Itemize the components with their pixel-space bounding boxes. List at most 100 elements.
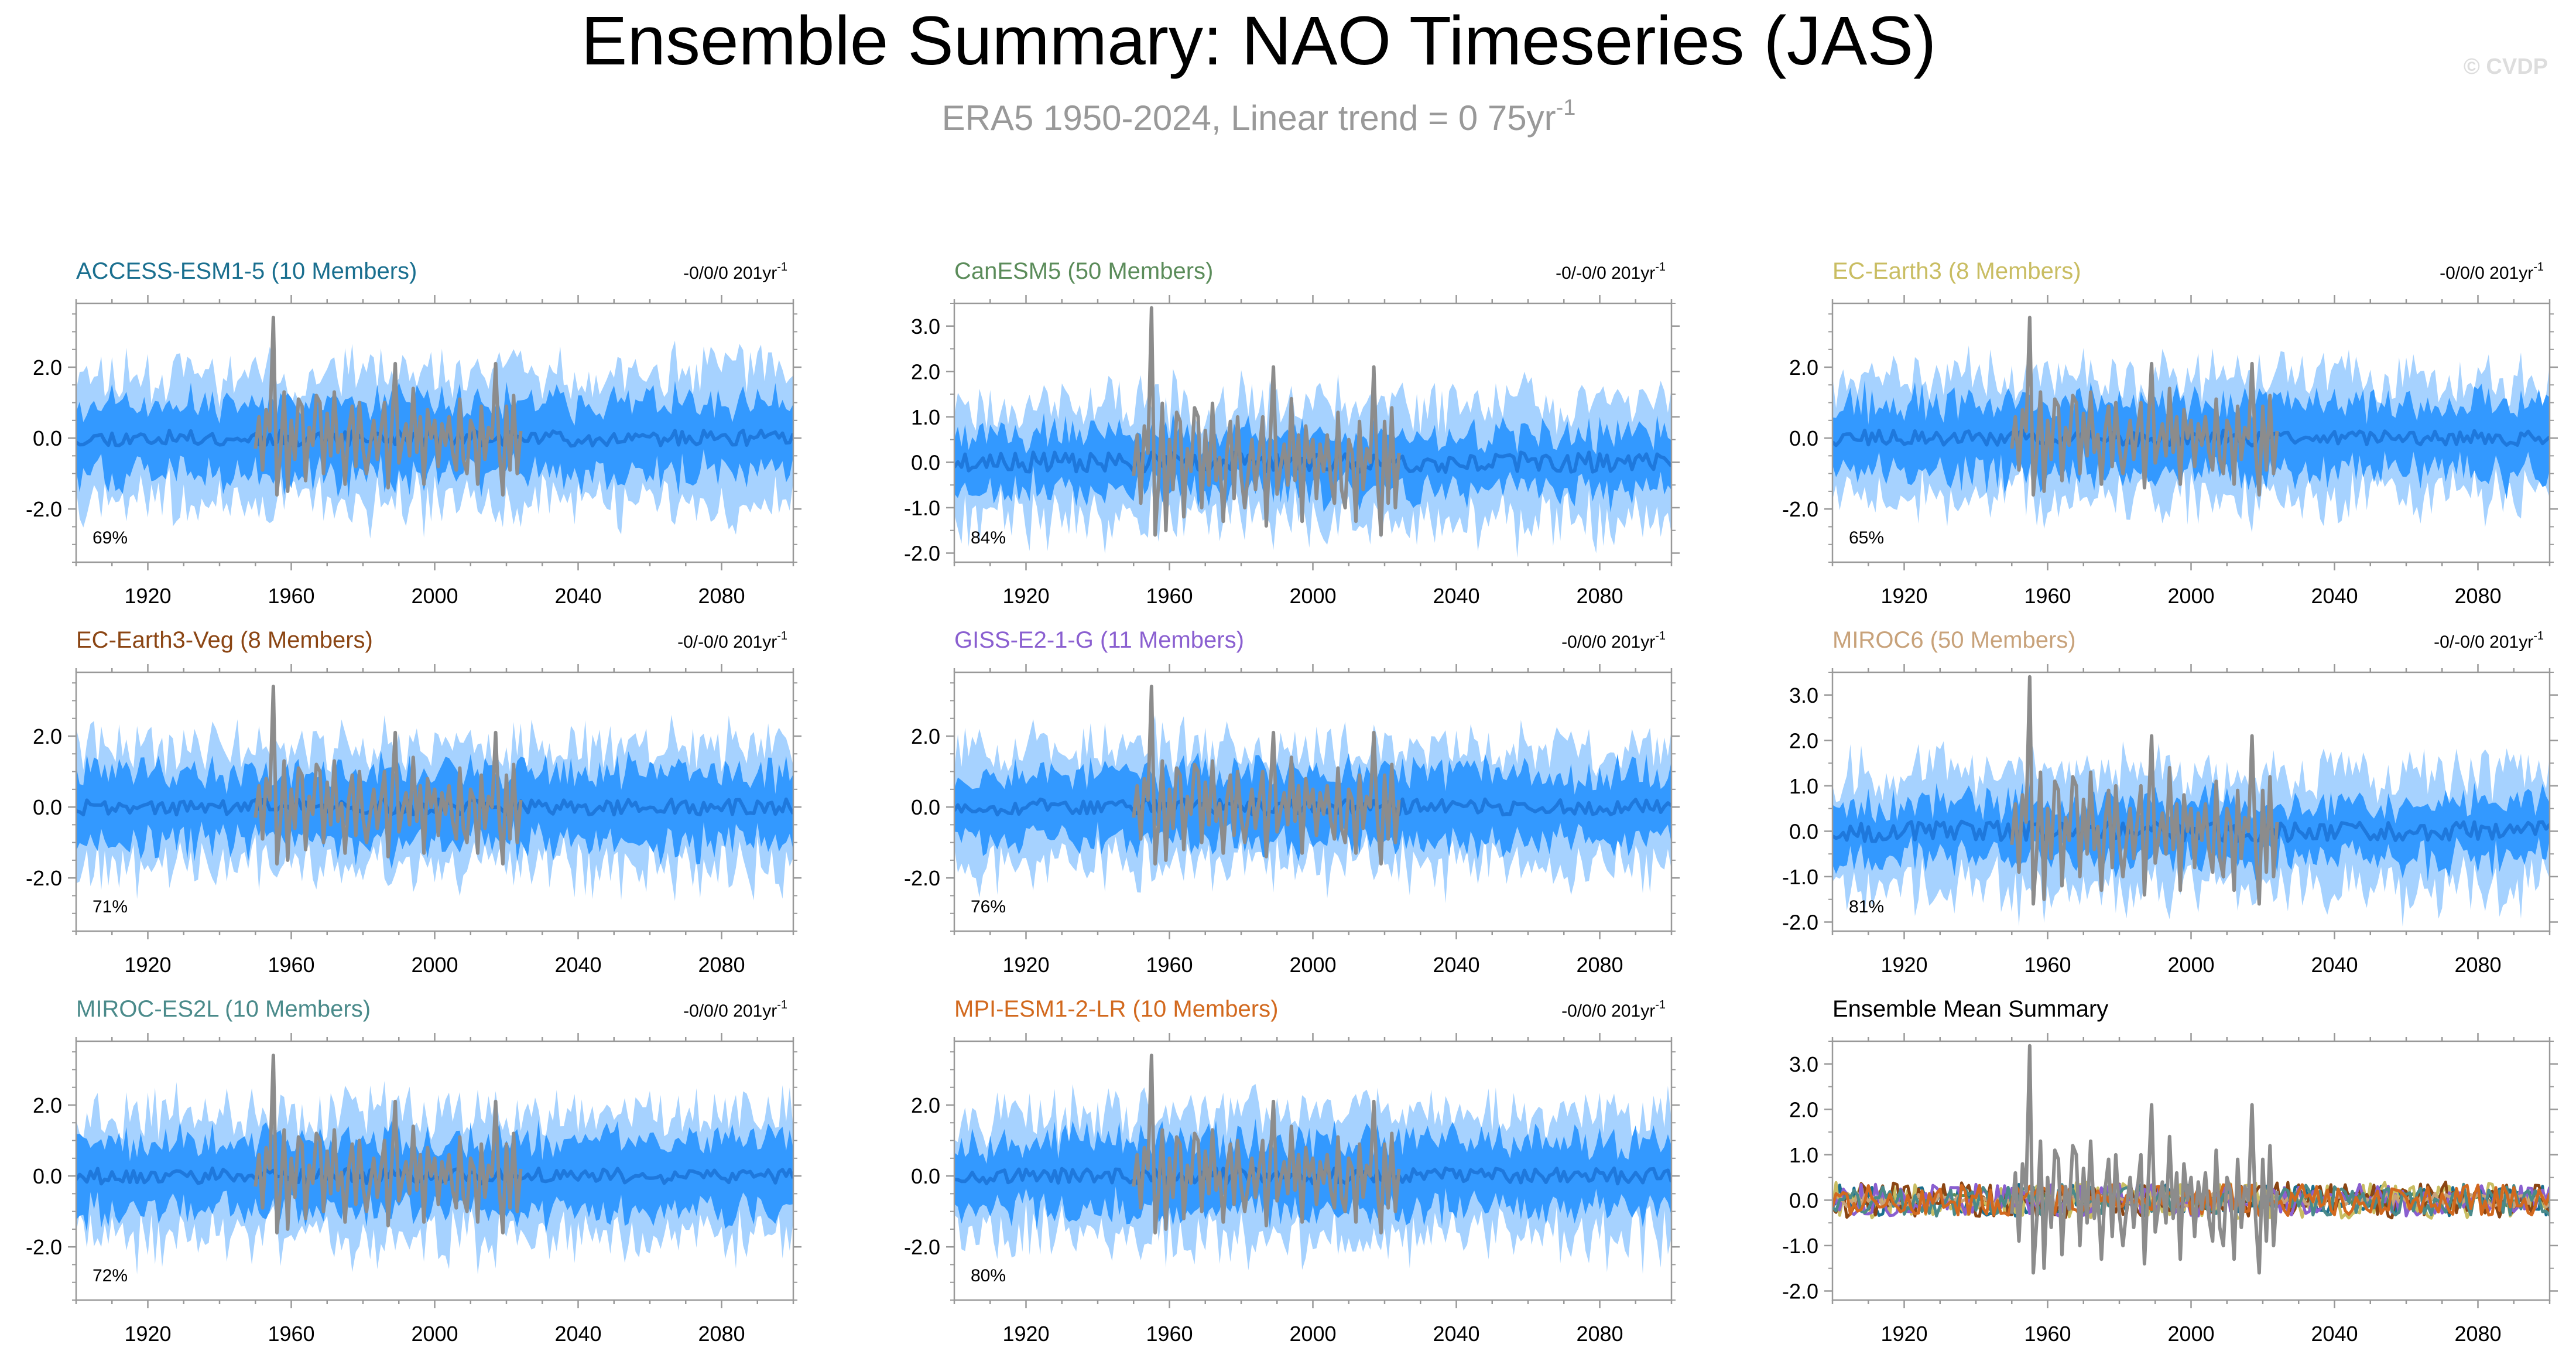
x-tick-label: 2000 (411, 953, 458, 977)
y-tick-label: 2.0 (1789, 729, 1818, 753)
y-tick-label: 2.0 (911, 360, 940, 384)
trend-label-text: -0/0/0 201yr (1561, 1001, 1655, 1021)
panel-title: MIROC-ES2L (10 Members) (76, 996, 371, 1022)
percent-label: 71% (93, 897, 128, 916)
panel-title: ACCESS-ESM1-5 (10 Members) (76, 258, 417, 284)
x-tick-label: 2040 (554, 953, 601, 977)
y-tick-label: 0.0 (911, 450, 940, 474)
x-tick-label: 2080 (698, 1322, 745, 1346)
panel-access-esm1-5: -2.0 0.0 2.0 1920 1960 2000 2040 2080 ACCESS-ESM… (26, 258, 801, 608)
x-tick-label: 1960 (2024, 584, 2071, 608)
panel-title: CanESM5 (50 Members) (954, 258, 1213, 284)
y-tick-label: 0.0 (1789, 1188, 1818, 1212)
y-tick-label: 2.0 (33, 724, 62, 748)
percent-label: 80% (971, 1266, 1006, 1285)
x-tick-label: 2040 (554, 1322, 601, 1346)
y-tick-label: 1.0 (911, 405, 940, 429)
percent-label: 81% (1849, 897, 1884, 916)
x-tick-label: 2000 (2167, 1322, 2214, 1346)
trend-label-text: -0/0/0 201yr (1561, 632, 1655, 652)
y-tick-label: 2.0 (1789, 1097, 1818, 1121)
panel-title: MPI-ESM1-2-LR (10 Members) (954, 996, 1278, 1022)
y-tick-label: -2.0 (904, 541, 940, 565)
x-tick-label: 2000 (2167, 584, 2214, 608)
x-tick-label: 2000 (1289, 584, 1336, 608)
trend-label-superscript: -1 (1655, 261, 1666, 273)
panel-miroc6: -2.0 -1.0 0.0 1.0 2.0 3.0 1920 1960 2000 2040 2080… (1782, 627, 2558, 977)
trend-label-text: -0/0/0 201yr (2440, 264, 2533, 283)
x-tick-label: 1920 (124, 953, 171, 977)
x-tick-label: 2080 (2454, 953, 2501, 977)
x-tick-label: 2040 (2311, 953, 2358, 977)
watermark: © CVDP (2464, 54, 2548, 79)
x-tick-label: 2000 (411, 1322, 458, 1346)
x-tick-label: 2040 (2311, 1322, 2358, 1346)
panel-miroc-es2l: -2.0 0.0 2.0 1920 1960 2000 2040 2080 MIROC-ES2L… (26, 996, 801, 1346)
figure-subtitle: ERA5 1950-2024, Linear trend = 0 75yr-1 (942, 95, 1576, 138)
percent-label: 69% (93, 528, 128, 548)
trend-label: -0/-0/0 201yr-1 (2434, 630, 2544, 652)
subtitle-superscript: -1 (1556, 95, 1576, 120)
y-tick-label: -1.0 (1782, 1234, 1818, 1258)
x-tick-label: 2080 (2454, 584, 2501, 608)
percent-label: 76% (971, 897, 1006, 916)
x-tick-label: 1920 (1880, 953, 1927, 977)
observed-line (1132, 1054, 1401, 1234)
plot-area (76, 316, 793, 539)
x-tick-label: 1920 (1002, 584, 1049, 608)
trend-label-superscript: -1 (777, 261, 787, 273)
x-tick-label: 1960 (268, 1322, 314, 1346)
y-tick-label: 1.0 (1789, 1143, 1818, 1167)
x-tick-label: 2080 (1576, 1322, 1623, 1346)
x-tick-label: 1920 (1880, 584, 1927, 608)
trend-label-superscript: -1 (777, 630, 787, 642)
x-tick-label: 1960 (2024, 953, 2071, 977)
x-tick-label: 2000 (2167, 953, 2214, 977)
x-tick-label: 2040 (1433, 1322, 1479, 1346)
observed-line (2010, 1044, 2279, 1275)
y-tick-label: 0.0 (33, 426, 62, 450)
x-tick-label: 1960 (2024, 1322, 2071, 1346)
plot-area (76, 1054, 793, 1275)
panel-title: EC-Earth3 (8 Members) (1832, 258, 2081, 284)
trend-label: -0/-0/0 201yr-1 (677, 630, 787, 652)
panel-frame (1831, 1040, 2551, 1301)
trend-label-text: -0/0/0 201yr (683, 1001, 777, 1021)
y-tick-label: 2.0 (1789, 355, 1818, 379)
trend-label-superscript: -1 (1655, 630, 1666, 642)
y-tick-label: 2.0 (911, 724, 940, 748)
y-tick-label: -1.0 (904, 496, 940, 520)
x-tick-label: 1920 (1880, 1322, 1927, 1346)
y-tick-label: 2.0 (33, 1093, 62, 1117)
trend-label: -0/0/0 201yr-1 (1561, 998, 1666, 1021)
percent-label: 65% (1849, 528, 1884, 548)
y-tick-label: 0.0 (33, 795, 62, 819)
observed-line (1132, 685, 1401, 866)
series-line-mpi-esm1-2-lr (1832, 1183, 2550, 1217)
x-tick-label: 1960 (268, 953, 314, 977)
y-tick-label: 0.0 (1789, 819, 1818, 843)
observed-line (254, 1054, 523, 1234)
x-tick-label: 1960 (1146, 584, 1193, 608)
panel-title: GISS-E2-1-G (11 Members) (954, 627, 1244, 653)
y-tick-label: -1.0 (1782, 865, 1818, 889)
trend-label-superscript: -1 (2533, 261, 2544, 273)
trend-label-superscript: -1 (777, 998, 787, 1011)
x-tick-label: 2000 (411, 584, 458, 608)
trend-label: -0/0/0 201yr-1 (683, 998, 787, 1021)
x-tick-label: 1920 (124, 1322, 171, 1346)
plot-area (1832, 675, 2550, 927)
x-tick-label: 2040 (1433, 584, 1479, 608)
x-tick-label: 2040 (2311, 584, 2358, 608)
y-tick-label: 0.0 (1789, 426, 1818, 450)
trend-label-text: -0/-0/0 201yr (2434, 632, 2533, 652)
y-tick-label: -2.0 (1782, 1279, 1818, 1303)
x-tick-label: 1960 (1146, 953, 1193, 977)
panel-canesm5: -2.0 -1.0 0.0 1.0 2.0 3.0 1920 1960 2000 2040 2080… (904, 258, 1680, 608)
trend-label: -0/0/0 201yr-1 (683, 261, 787, 283)
ensemble-mean-line (954, 1166, 1671, 1186)
panel-mpi-esm1-2-lr: -2.0 0.0 2.0 1920 1960 2000 2040 2080 MPI-ESM1-2… (904, 996, 1680, 1346)
panel-title: MIROC6 (50 Members) (1832, 627, 2076, 653)
plot-area (954, 685, 1671, 904)
